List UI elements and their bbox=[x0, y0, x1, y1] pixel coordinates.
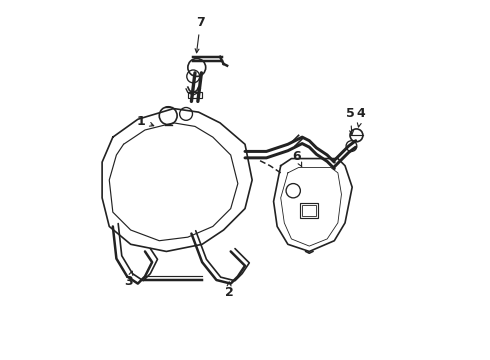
Bar bbox=[188, 93, 202, 98]
Text: 2: 2 bbox=[224, 282, 233, 299]
Bar bbox=[302, 205, 317, 216]
Text: 1: 1 bbox=[137, 114, 154, 127]
Text: 4: 4 bbox=[357, 107, 366, 127]
Text: 6: 6 bbox=[293, 150, 302, 167]
Text: 3: 3 bbox=[124, 271, 133, 288]
Bar bbox=[300, 203, 318, 217]
Text: 7: 7 bbox=[195, 16, 205, 53]
Text: 5: 5 bbox=[346, 107, 355, 135]
